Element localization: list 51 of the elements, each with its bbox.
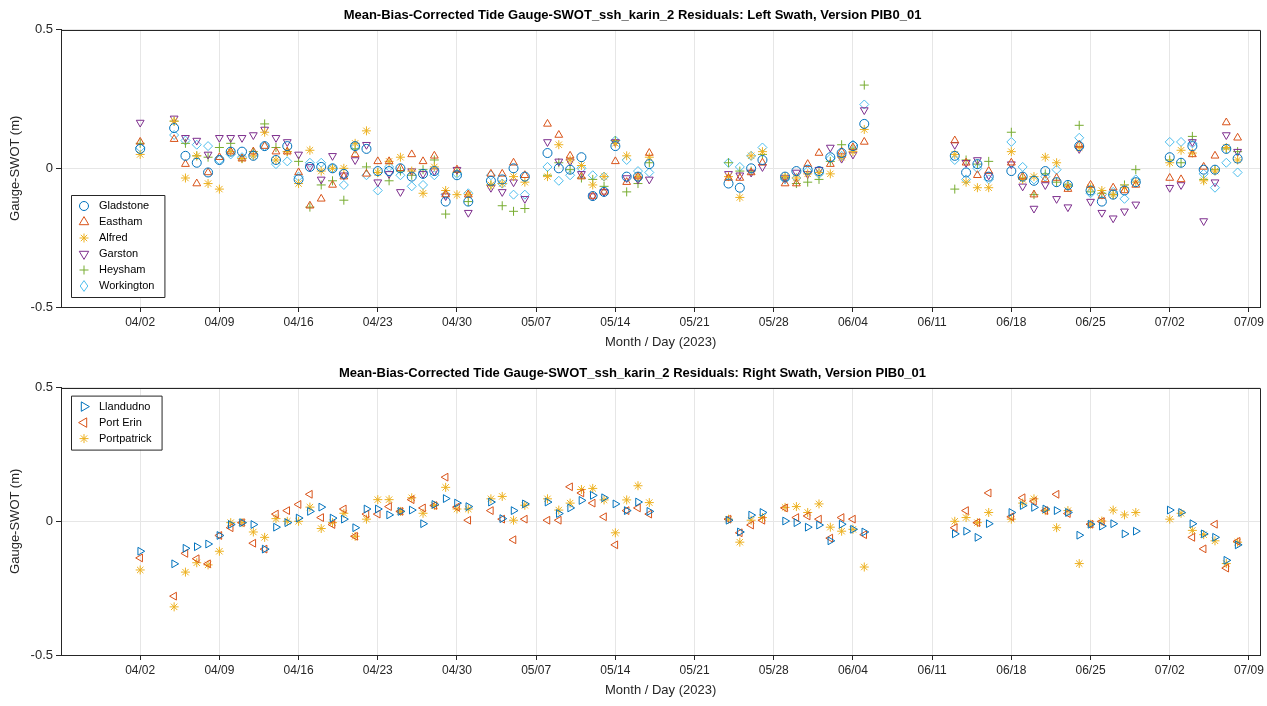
x-tick-label: 05/28 (758, 314, 790, 329)
x-tick-label: 04/30 (441, 314, 473, 329)
legend-label: Alfred (99, 231, 128, 244)
legend-label: Port Erin (99, 415, 142, 428)
y-tick-label: -0.5 (30, 298, 53, 314)
legend-label: Garston (99, 247, 139, 260)
x-tick-label: 04/09 (204, 314, 235, 329)
x-tick-label: 04/30 (441, 662, 473, 677)
x-tick-label: 04/16 (283, 662, 314, 677)
x-tick-label: 06/18 (996, 314, 1027, 329)
x-tick-label: 05/14 (600, 662, 631, 677)
x-tick-label: 04/23 (362, 662, 394, 677)
x-tick-label: 05/21 (679, 314, 710, 329)
chart-title: Mean-Bias-Corrected Tide Gauge-SWOT_ssh_karin_2 Residuals: Left Swath, Version PIB0_01 (343, 7, 922, 23)
x-tick-label: 06/25 (1075, 314, 1106, 329)
x-tick-label: 05/07 (521, 314, 552, 329)
y-axis-title: Gauge-SWOT (m) (7, 115, 23, 221)
legend-label: Workington (99, 279, 155, 292)
x-tick-label: 04/02 (125, 662, 156, 677)
y-tick-label: -0.5 (30, 646, 53, 662)
x-tick-label: 04/09 (204, 662, 235, 677)
x-tick-label: 04/16 (283, 314, 314, 329)
legend-label: Portpatrick (99, 431, 153, 444)
x-tick-label: 07/09 (1233, 662, 1265, 677)
x-axis-title: Month / Day (2023) (604, 681, 717, 697)
x-tick-label: 05/28 (758, 662, 790, 677)
x-tick-label: 06/04 (837, 662, 869, 677)
x-tick-label: 05/21 (679, 662, 710, 677)
x-tick-label: 06/18 (996, 662, 1027, 677)
legend-label: Gladstone (99, 199, 150, 212)
chart-title: Mean-Bias-Corrected Tide Gauge-SWOT_ssh_karin_2 Residuals: Right Swath, Version PIB0_01 (338, 365, 927, 381)
x-tick-label: 06/11 (917, 662, 948, 677)
x-axis-title: Month / Day (2023) (604, 333, 717, 349)
x-tick-label: 06/11 (917, 314, 948, 329)
legend-label: Eastham (99, 215, 143, 228)
legend-label: Heysham (99, 263, 146, 276)
legend-label: Llandudno (99, 399, 151, 412)
y-tick-label: 0.5 (34, 21, 53, 37)
x-tick-label: 07/09 (1233, 314, 1265, 329)
x-tick-label: 06/25 (1075, 662, 1106, 677)
y-axis-title: Gauge-SWOT (m) (7, 468, 23, 574)
x-tick-label: 05/14 (600, 314, 631, 329)
y-tick-label: 0 (45, 512, 53, 528)
x-tick-label: 07/02 (1154, 662, 1186, 677)
y-tick-label: 0 (45, 159, 53, 175)
x-tick-label: 04/02 (125, 314, 156, 329)
x-tick-label: 04/23 (362, 314, 394, 329)
x-tick-label: 05/07 (521, 662, 552, 677)
x-tick-label: 07/02 (1154, 314, 1186, 329)
x-tick-label: 06/04 (837, 314, 869, 329)
y-tick-label: 0.5 (34, 379, 53, 395)
